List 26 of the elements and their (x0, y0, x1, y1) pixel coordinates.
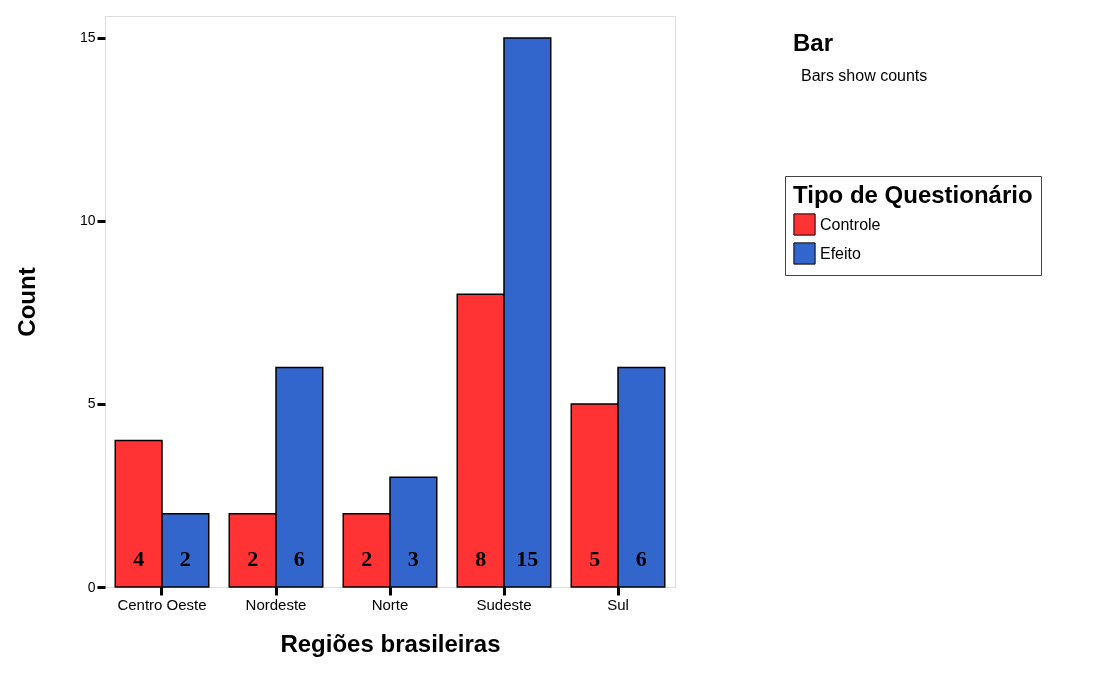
y-tick-label: 15 (79, 29, 96, 46)
data-label: 5 (589, 546, 601, 571)
y-tick-label: 5 (87, 395, 96, 412)
legend-label: Efeito (820, 244, 862, 262)
x-tick-label: Norte (371, 595, 409, 613)
text: Bars show counts (801, 67, 928, 84)
data-label: 2 (361, 546, 373, 571)
x-tick-label: Centro Oeste (117, 595, 207, 613)
legend-label: Controle (820, 215, 881, 233)
data-label: 4 (133, 546, 145, 571)
data-label: 2 (247, 546, 259, 571)
text: Bar (793, 29, 834, 56)
data-label: 8 (475, 546, 487, 571)
data-label: 3 (407, 546, 419, 571)
data-label: 6 (293, 546, 305, 571)
x-tick-label: Nordeste (245, 595, 307, 613)
y-tick-label: 10 (79, 212, 96, 229)
y-tick-label: 0 (87, 578, 96, 595)
legend-title: Tipo de Questionário (793, 181, 1033, 208)
data-label: 6 (635, 546, 647, 571)
data-label: 2 (179, 546, 191, 571)
x-axis-title: Regiões brasileiras (280, 629, 501, 657)
data-label: 15 (516, 546, 539, 571)
x-tick-label: Sul (607, 595, 629, 613)
y-axis-title: Count (12, 267, 40, 337)
x-tick-label: Sudeste (476, 595, 532, 613)
